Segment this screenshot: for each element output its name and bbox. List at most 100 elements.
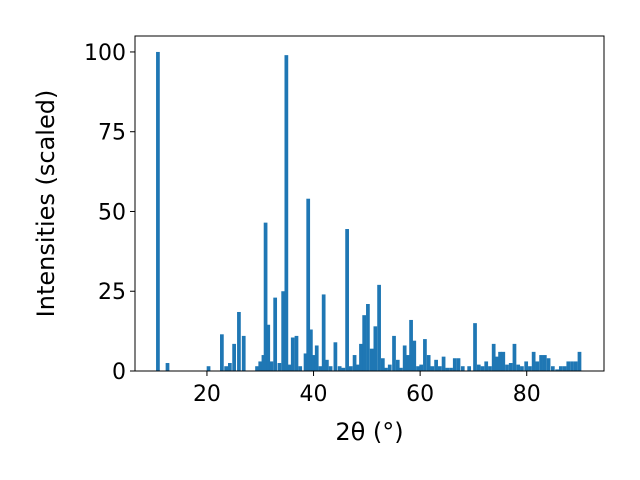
bar <box>220 334 224 371</box>
bar <box>558 366 563 371</box>
bar <box>452 358 457 371</box>
bar <box>258 361 263 371</box>
bar <box>303 353 308 371</box>
y-tick-label: 75 <box>98 121 126 146</box>
x-tick-label: 40 <box>300 382 328 407</box>
bar <box>467 366 472 371</box>
bar <box>277 363 282 371</box>
bar <box>516 364 521 371</box>
bar <box>566 361 571 371</box>
x-axis-ticks: 20 40 60 80 <box>193 371 541 407</box>
bar <box>369 348 374 371</box>
bar <box>298 366 303 371</box>
bar <box>266 324 271 371</box>
bar <box>409 319 413 371</box>
bar <box>542 355 547 371</box>
bar <box>426 355 431 371</box>
bar <box>550 366 555 371</box>
bar <box>328 366 333 371</box>
bar <box>392 335 396 371</box>
bar <box>373 326 378 371</box>
bar <box>498 351 502 371</box>
bar <box>423 339 427 371</box>
bar <box>366 304 370 371</box>
bar <box>241 335 246 371</box>
bar <box>430 366 435 371</box>
bar <box>362 315 367 371</box>
bar <box>445 367 450 371</box>
bar <box>206 366 211 371</box>
bar <box>337 366 342 371</box>
bar <box>261 355 266 371</box>
bar <box>294 335 299 371</box>
bar <box>456 358 461 371</box>
bar <box>287 364 292 371</box>
bar <box>359 343 363 371</box>
bar <box>380 358 385 371</box>
x-axis-label: 2θ (°) <box>335 418 403 446</box>
bar <box>501 351 506 371</box>
bar <box>546 358 551 371</box>
bar <box>528 366 532 371</box>
bar <box>488 366 492 371</box>
bar <box>437 366 442 371</box>
bar <box>321 294 326 371</box>
bars-group <box>156 51 582 371</box>
bar <box>570 361 574 371</box>
bar <box>269 361 274 371</box>
bar <box>416 366 420 371</box>
bar <box>520 366 524 371</box>
bar <box>306 198 311 371</box>
bar <box>318 366 323 371</box>
bar <box>562 366 567 371</box>
y-axis-ticks: 0 25 50 75 100 <box>84 41 135 385</box>
bar <box>284 55 289 371</box>
y-tick-label: 25 <box>98 280 126 305</box>
bar <box>484 361 489 371</box>
bar <box>395 359 400 371</box>
bar <box>333 342 338 371</box>
bar <box>577 351 582 371</box>
bar <box>555 369 559 371</box>
bar <box>512 343 517 371</box>
bar <box>419 364 424 371</box>
y-tick-label: 0 <box>112 360 126 385</box>
y-tick-label: 50 <box>98 200 126 225</box>
bar <box>412 340 417 371</box>
bar <box>255 366 259 371</box>
bar <box>402 345 407 371</box>
bar <box>224 366 228 371</box>
bar <box>384 367 388 371</box>
bar <box>156 51 160 371</box>
bar <box>387 364 392 371</box>
bar <box>406 355 410 371</box>
axes-frame <box>134 35 605 372</box>
bar <box>480 366 485 371</box>
bar <box>345 229 349 371</box>
x-tick-label: 60 <box>406 382 434 407</box>
bar <box>441 356 446 371</box>
bar <box>352 355 357 371</box>
bar <box>325 359 329 371</box>
bar <box>449 367 453 371</box>
bar <box>524 361 529 371</box>
bar <box>476 364 481 371</box>
bar <box>505 364 509 371</box>
bar <box>263 222 268 371</box>
bar <box>290 337 295 371</box>
bar <box>508 363 513 371</box>
bar <box>573 361 578 371</box>
bar <box>460 366 465 371</box>
bar <box>377 284 381 371</box>
bar <box>495 356 499 371</box>
bar <box>228 363 232 371</box>
bar <box>232 343 236 371</box>
bar <box>314 345 319 371</box>
y-axis-label: Intensities (scaled) <box>32 90 60 318</box>
bar <box>355 364 360 371</box>
y-tick-label: 100 <box>84 41 126 66</box>
bar <box>491 343 496 371</box>
bar <box>539 355 543 371</box>
bar <box>348 366 353 371</box>
